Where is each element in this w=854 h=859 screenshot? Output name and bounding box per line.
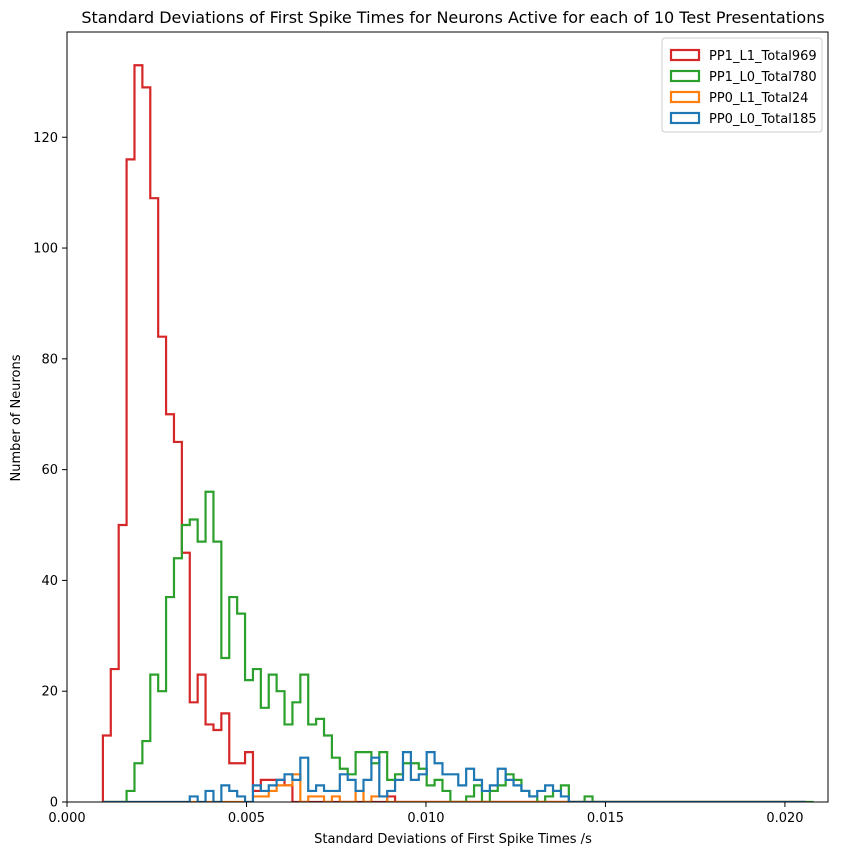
- legend-swatch-PP0_L0_Total185: [669, 111, 701, 125]
- y-axis-label: Number of Neurons: [9, 354, 24, 481]
- x-tick-label: 0.000: [48, 811, 85, 826]
- legend-label: PP0_L0_Total185: [709, 112, 817, 127]
- plot-area: 0.000 0.005 0.010 0.015 0.020 0 20 40 60 80 100 120…: [33, 31, 829, 826]
- plot-frame: [66, 31, 829, 803]
- y-tick-label: 120: [33, 131, 58, 146]
- series-PP1_L0_Total780: [102, 490, 814, 802]
- series-PP1_L1_Total969: [101, 64, 806, 802]
- x-tick-label: 0.010: [407, 811, 444, 826]
- x-tick-label: 0.015: [587, 811, 624, 826]
- legend-swatch-PP1_L1_Total969: [669, 48, 701, 62]
- legend-label: PP0_L1_Total24: [709, 91, 808, 106]
- legend-swatch-PP0_L1_Total24: [669, 90, 701, 104]
- legend-box: [661, 37, 823, 133]
- legend-swatch-PP1_L0_Total780: [669, 69, 701, 83]
- x-axis-label: Standard Deviations of First Spike Times…: [314, 832, 592, 847]
- x-tick-label: 0.005: [228, 811, 265, 826]
- legend: PP1_L1_Total969 PP1_L0_Total780 PP0_L1_Tot…: [661, 37, 823, 133]
- legend-label: PP1_L1_Total969: [709, 49, 817, 64]
- y-tick-label: 0: [50, 796, 58, 811]
- series-PP0_L1_Total24: [102, 773, 806, 802]
- x-tick-label: 0.020: [766, 811, 803, 826]
- chart-title: Standard Deviations of First Spike Times…: [81, 8, 824, 27]
- y-tick-label: 60: [41, 463, 58, 478]
- series-PP0_L0_Total185: [102, 751, 806, 802]
- legend-label: PP1_L0_Total780: [709, 70, 817, 85]
- y-tick-label: 80: [41, 352, 58, 367]
- y-tick-label: 40: [41, 574, 58, 589]
- y-tick-label: 20: [41, 685, 58, 700]
- y-tick-label: 100: [33, 242, 58, 257]
- series-group: [101, 64, 814, 802]
